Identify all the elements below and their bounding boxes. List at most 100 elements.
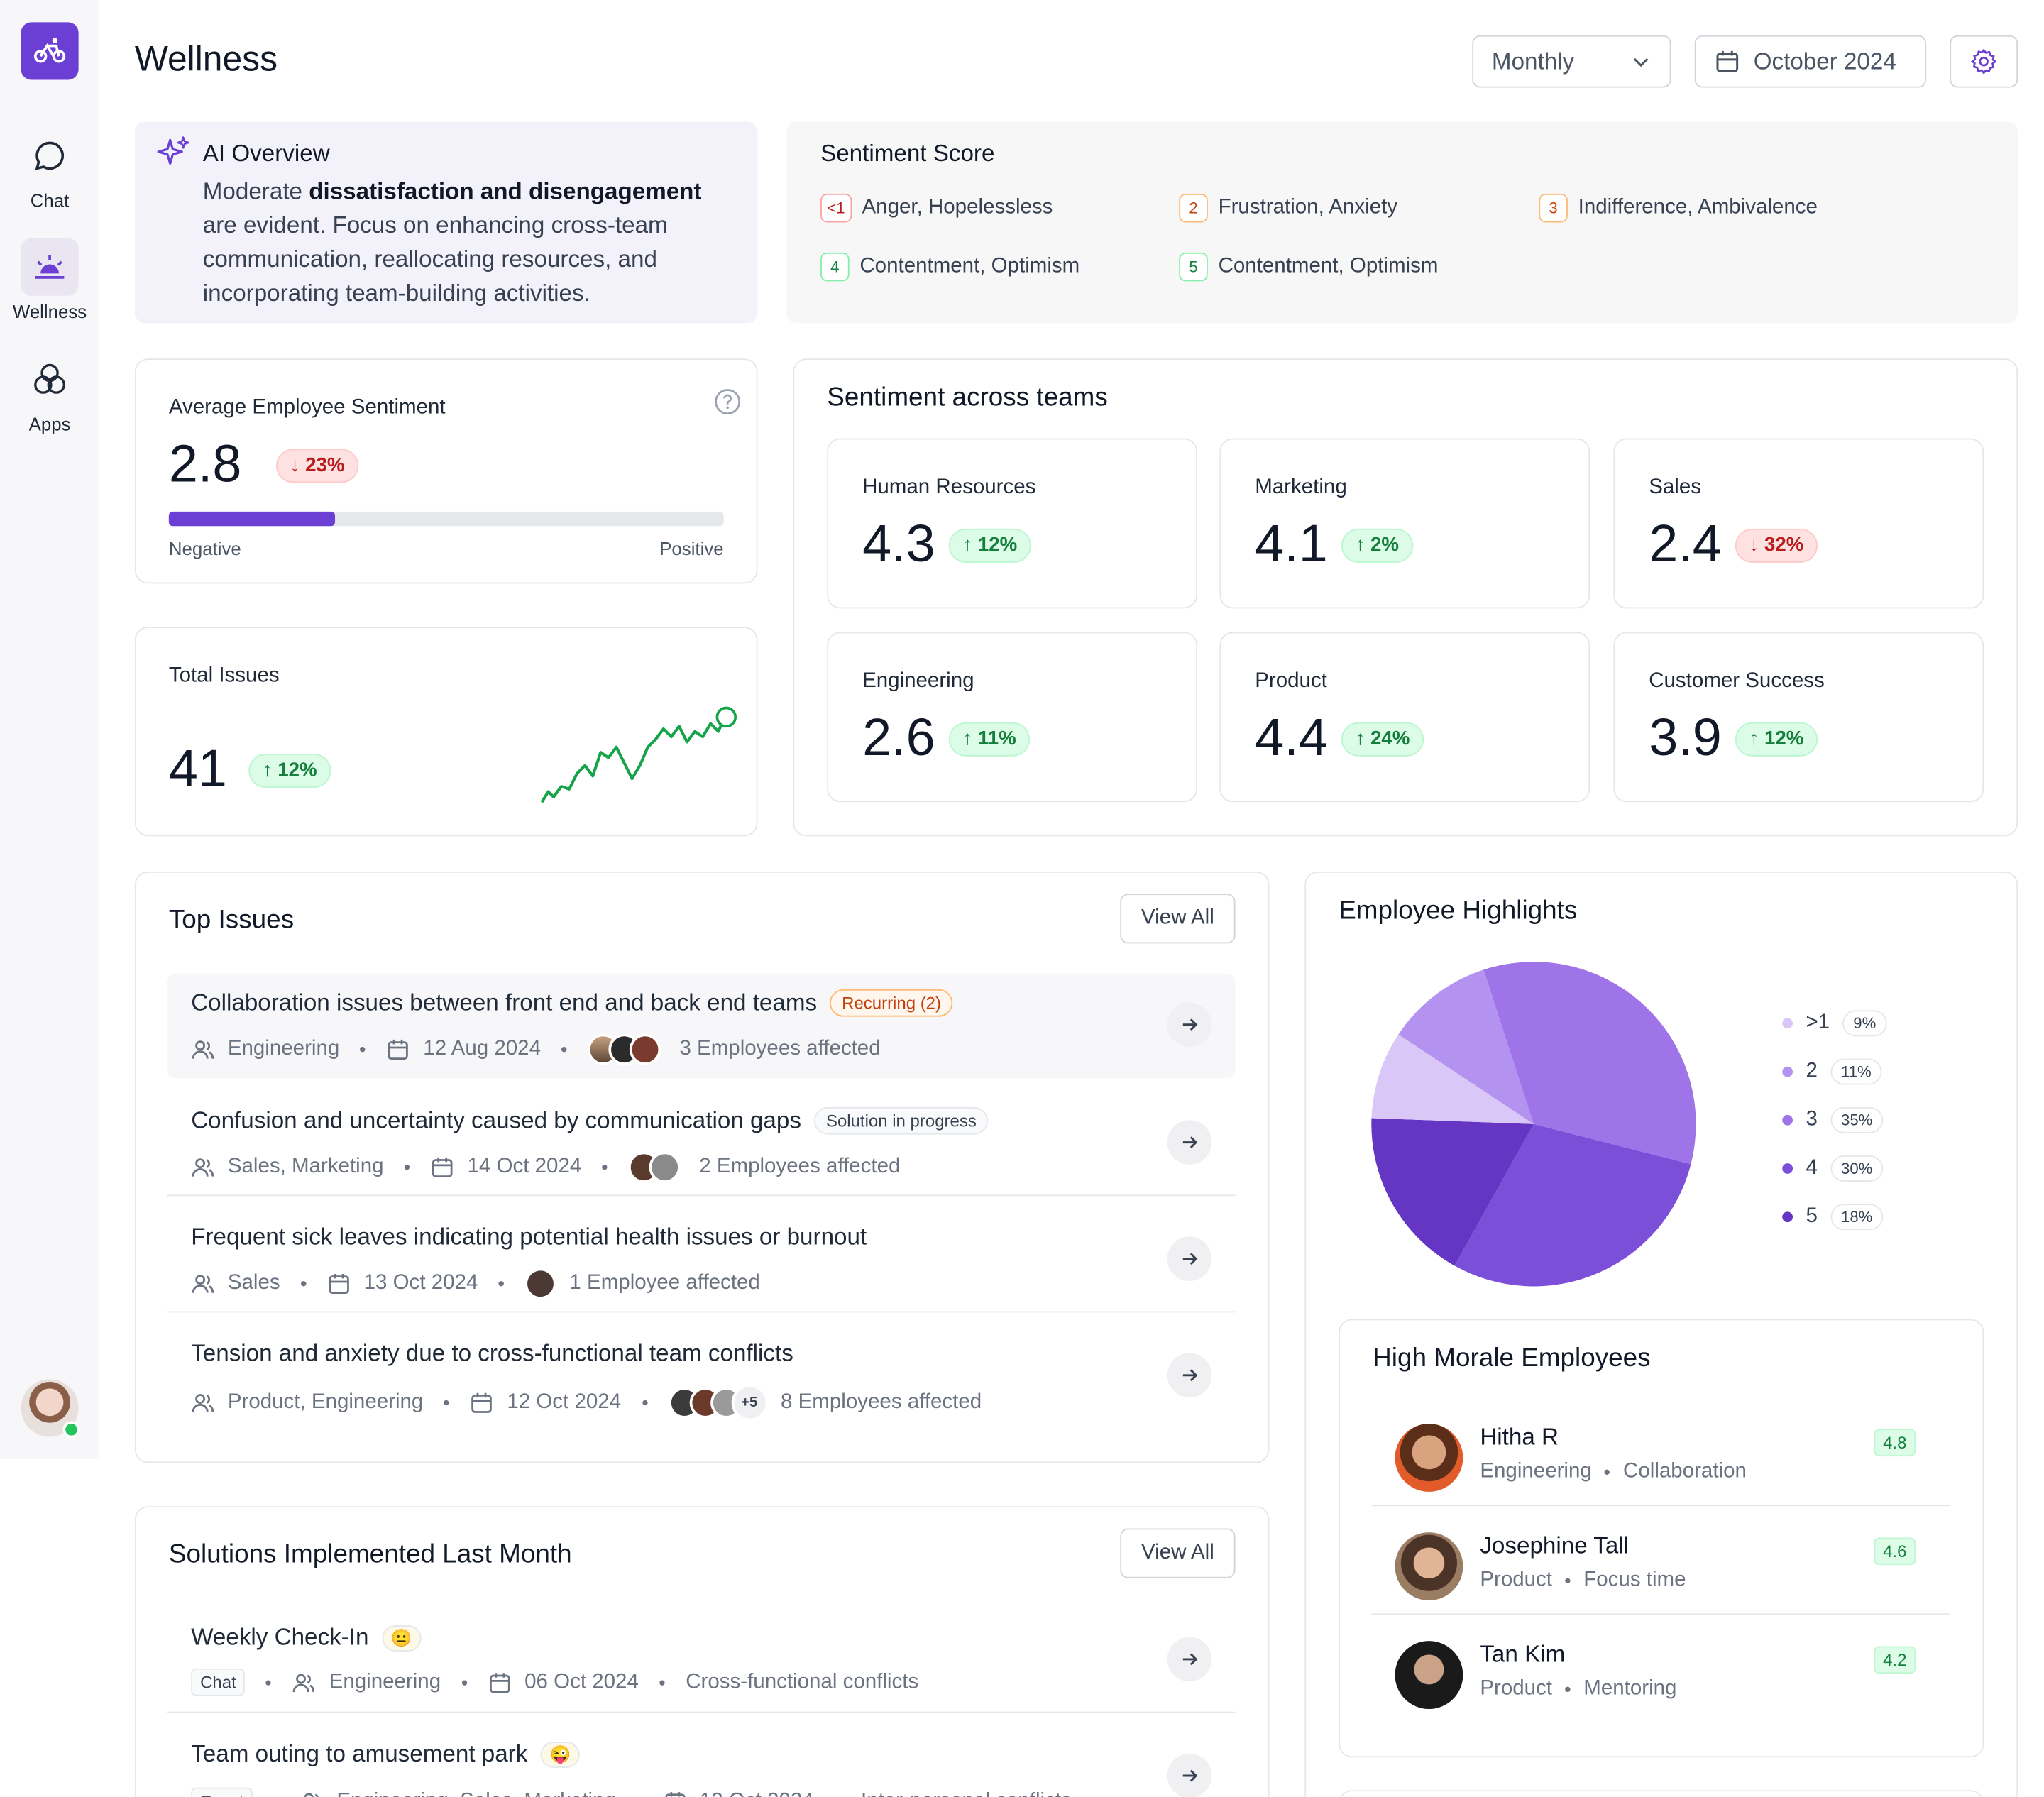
legend-label: 5 bbox=[1806, 1205, 1818, 1228]
open-issue-button[interactable] bbox=[1167, 1236, 1212, 1282]
issue-row[interactable]: Collaboration issues between front end a… bbox=[167, 973, 1236, 1079]
legend-label: 3 bbox=[1806, 1108, 1818, 1131]
calendar-icon bbox=[472, 1392, 493, 1413]
team-card-engineering[interactable]: Engineering 2.6 ↑ 11% bbox=[827, 632, 1198, 803]
legend-swatch bbox=[1782, 1163, 1793, 1174]
open-solution-button[interactable] bbox=[1167, 1753, 1212, 1797]
divider bbox=[167, 1711, 1236, 1713]
pie-slice-5[interactable] bbox=[1371, 1118, 1534, 1266]
team-card-human-resources[interactable]: Human Resources 4.3 ↑ 12% bbox=[827, 438, 1198, 609]
team-card-marketing[interactable]: Marketing 4.1 ↑ 2% bbox=[1219, 438, 1590, 609]
period-select[interactable]: Monthly bbox=[1472, 35, 1671, 88]
sentiment-progress-bar bbox=[168, 511, 724, 527]
score-key: 4 bbox=[820, 252, 850, 282]
pie-slice-2[interactable] bbox=[1398, 969, 1534, 1124]
gear-icon bbox=[1970, 48, 1997, 75]
affected-avatars bbox=[628, 1151, 681, 1183]
employee-row[interactable]: Tan Kim Product Mentoring 4.2 bbox=[1371, 1628, 1950, 1735]
solutions-view-all-button[interactable]: View All bbox=[1120, 1528, 1236, 1578]
status-badge: Solution in progress bbox=[814, 1106, 989, 1135]
divider bbox=[167, 1311, 1236, 1313]
issue-row[interactable]: Frequent sick leaves indicating potentia… bbox=[167, 1208, 1236, 1313]
avg-sentiment-card: Average Employee Sentiment 2.8 ↓ 23% Neg… bbox=[134, 358, 758, 584]
issue-title: Tension and anxiety due to cross-functio… bbox=[191, 1340, 793, 1366]
employee-score-badge: 4.6 bbox=[1874, 1537, 1916, 1566]
open-solution-button[interactable] bbox=[1167, 1637, 1212, 1682]
solution-row[interactable]: Weekly Check-In 😐 Chat Engineering 06 Oct… bbox=[167, 1608, 1236, 1713]
ai-overview-title: AI Overview bbox=[202, 140, 330, 167]
issue-date: 14 Oct 2024 bbox=[467, 1155, 582, 1178]
avatar bbox=[649, 1151, 681, 1183]
sidebar-item-chat[interactable]: Chat bbox=[0, 127, 99, 211]
team-card-product[interactable]: Product 4.4 ↑ 24% bbox=[1219, 632, 1590, 803]
arrow-right-icon bbox=[1182, 1018, 1198, 1031]
solutions-title: Solutions Implemented Last Month bbox=[168, 1540, 572, 1569]
open-issue-button[interactable] bbox=[1167, 1353, 1212, 1398]
users-icon bbox=[192, 1394, 214, 1412]
calendar-icon bbox=[329, 1273, 349, 1295]
solution-row[interactable]: Team outing to amusement park 😜 Event Eng… bbox=[167, 1725, 1236, 1797]
settings-button[interactable] bbox=[1950, 35, 2018, 88]
pie-slice-gt1[interactable] bbox=[1371, 1034, 1534, 1124]
issue-teams: Engineering bbox=[227, 1038, 340, 1060]
sidebar-item-apps[interactable]: Apps bbox=[0, 351, 99, 434]
total-issues-value: 41 bbox=[168, 740, 227, 798]
sentiment-score-title: Sentiment Score bbox=[820, 140, 995, 167]
ai-overview-text: Moderate dissatisfaction and disengageme… bbox=[202, 177, 702, 307]
top-issues-view-all-button[interactable]: View All bbox=[1120, 894, 1236, 944]
score-key: 2 bbox=[1179, 193, 1208, 223]
next-card bbox=[1339, 1790, 1984, 1797]
issue-teams: Sales, Marketing bbox=[227, 1155, 384, 1178]
page-title: Wellness bbox=[134, 39, 278, 79]
legend-swatch bbox=[1782, 1114, 1793, 1126]
affected-avatars bbox=[588, 1033, 661, 1065]
open-issue-button[interactable] bbox=[1167, 1002, 1212, 1048]
team-card-sales[interactable]: Sales 2.4 ↓ 32% bbox=[1613, 438, 1984, 609]
help-icon[interactable] bbox=[713, 388, 742, 417]
issue-affected: 8 Employees affected bbox=[781, 1390, 982, 1414]
team-name: Engineering bbox=[862, 670, 974, 693]
issue-title: Confusion and uncertainty caused by comm… bbox=[191, 1106, 801, 1133]
total-issues-title: Total Issues bbox=[168, 664, 280, 687]
affected-avatars: +5 bbox=[668, 1384, 768, 1422]
open-issue-button[interactable] bbox=[1167, 1120, 1212, 1165]
mood-emoji: 😜 bbox=[540, 1741, 581, 1768]
avg-sentiment-title: Average Employee Sentiment bbox=[168, 396, 446, 419]
sidebar-item-wellness[interactable]: Wellness bbox=[0, 238, 99, 322]
online-status-indicator bbox=[62, 1421, 80, 1439]
pie-slice-4[interactable] bbox=[1454, 1123, 1691, 1287]
pie-slice-3[interactable] bbox=[1483, 962, 1696, 1165]
date-picker-button[interactable]: October 2024 bbox=[1694, 35, 1927, 88]
arrow-right-icon bbox=[1182, 1253, 1198, 1265]
users-icon bbox=[293, 1673, 315, 1692]
employee-team: Product bbox=[1480, 1568, 1553, 1592]
calendar-icon bbox=[388, 1039, 409, 1060]
employee-trait: Mentoring bbox=[1583, 1677, 1677, 1700]
issue-date: 12 Aug 2024 bbox=[423, 1038, 542, 1060]
pie-legend-item: 5 18% bbox=[1782, 1204, 1884, 1231]
employee-name: Tan Kim bbox=[1480, 1641, 1566, 1668]
app-logo[interactable] bbox=[21, 22, 79, 80]
issue-row[interactable]: Tension and anxiety due to cross-functio… bbox=[167, 1324, 1236, 1429]
negative-label: Negative bbox=[168, 537, 241, 559]
legend-label: 2 bbox=[1806, 1060, 1818, 1082]
employee-row[interactable]: Josephine Tall Product Focus time 4.6 bbox=[1371, 1520, 1950, 1627]
pie-legend-item: >1 9% bbox=[1782, 1010, 1887, 1037]
pie-legend-item: 4 30% bbox=[1782, 1155, 1884, 1182]
avg-sentiment-value: 2.8 bbox=[168, 435, 242, 494]
team-change-badge: ↑ 11% bbox=[948, 721, 1031, 756]
issue-affected: 1 Employee affected bbox=[569, 1272, 760, 1295]
team-score: 2.4 bbox=[1649, 515, 1722, 573]
more-avatars-count: +5 bbox=[730, 1384, 768, 1422]
bike-icon bbox=[33, 38, 66, 63]
solution-title: Weekly Check-In bbox=[191, 1624, 369, 1651]
solution-teams: Engineering, Sales, Marketing bbox=[336, 1789, 616, 1797]
issue-row[interactable]: Confusion and uncertainty caused by comm… bbox=[167, 1092, 1236, 1197]
employee-row[interactable]: Hitha R Engineering Collaboration 4.8 bbox=[1371, 1411, 1950, 1518]
positive-label: Positive bbox=[659, 537, 724, 559]
sentiment-teams-title: Sentiment across teams bbox=[827, 383, 1108, 412]
sentiment-pie-chart bbox=[1371, 962, 1696, 1287]
avatar bbox=[630, 1033, 661, 1065]
team-card-customer-success[interactable]: Customer Success 3.9 ↑ 12% bbox=[1613, 632, 1984, 803]
